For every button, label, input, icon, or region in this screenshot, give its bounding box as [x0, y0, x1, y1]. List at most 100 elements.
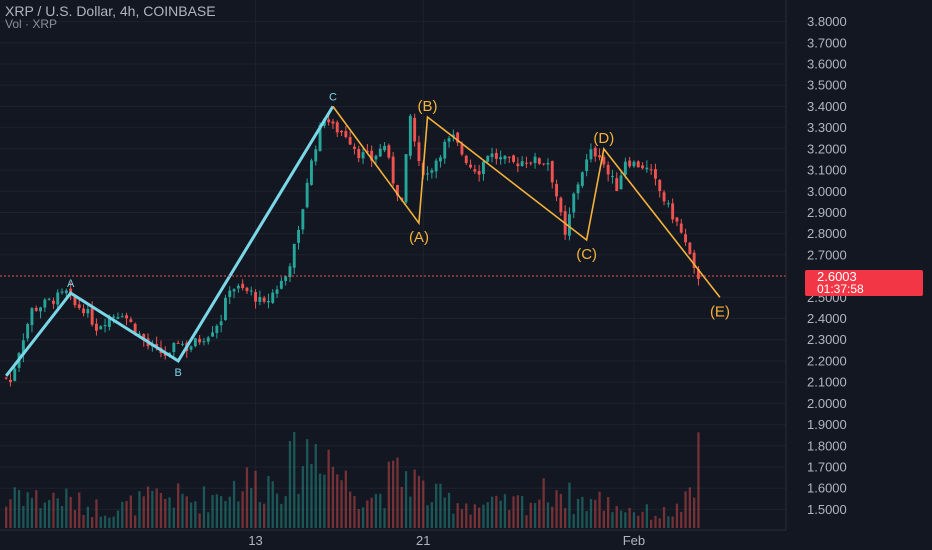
candle-body — [99, 326, 103, 330]
current-price-badge-bg — [805, 270, 923, 297]
price-tick-label: 1.5000 — [807, 502, 847, 517]
volume-bar — [56, 498, 59, 528]
volume-bar — [336, 474, 339, 528]
price-tick-label: 1.9000 — [807, 417, 847, 432]
volume-bar — [95, 499, 98, 528]
volume-bar — [185, 496, 188, 528]
volume-bar — [220, 496, 223, 528]
time-axis-panel[interactable] — [0, 530, 786, 550]
elliott-wave-labels: A B C (A) (B) (C) (D) (E) — [67, 91, 730, 379]
volume-bar — [508, 509, 511, 528]
price-tick-label: 3.5000 — [807, 78, 847, 93]
volume-bar — [26, 492, 29, 528]
candle-body — [4, 377, 8, 379]
price-tick-label: 3.0000 — [807, 184, 847, 199]
candle-body — [559, 197, 563, 213]
price-axis-panel[interactable] — [786, 0, 932, 530]
volume-bar — [30, 498, 34, 528]
volume-bar — [645, 504, 648, 528]
cyan-wave-label: C — [329, 91, 337, 103]
price-tick-label: 1.6000 — [807, 481, 847, 496]
volume-bar — [228, 496, 231, 528]
candle-body — [112, 316, 116, 318]
volume-bar — [349, 491, 352, 528]
candle-body — [249, 290, 253, 292]
volume-bar — [86, 506, 89, 528]
chart-title[interactable]: XRP / U.S. Dollar, 4h, COINBASE — [5, 3, 216, 19]
volume-bar — [271, 481, 274, 528]
candle-body — [39, 307, 42, 312]
candle-body — [593, 147, 597, 157]
candle-body — [550, 161, 554, 183]
volume-bar — [400, 486, 403, 528]
volume-bar — [546, 502, 550, 528]
candle-body — [529, 162, 533, 164]
volume-bar — [155, 488, 158, 528]
candle-body — [52, 300, 55, 304]
candle-body — [310, 160, 313, 185]
volume-bar — [39, 508, 42, 528]
candle-body — [340, 130, 343, 133]
volume-bar — [516, 495, 519, 528]
candle-body — [56, 292, 60, 305]
volume-bar — [404, 471, 408, 528]
candle-body — [568, 214, 571, 236]
candle-body — [477, 171, 481, 175]
candle-body — [267, 301, 270, 303]
price-tick-label: 3.8000 — [807, 14, 847, 29]
cyan-wave-label: A — [67, 278, 75, 290]
volume-bar — [443, 497, 446, 528]
candle-body — [189, 346, 193, 350]
candle-body — [417, 142, 421, 162]
candle-body — [666, 203, 670, 205]
candle-body — [193, 338, 197, 347]
candle-body — [387, 145, 391, 158]
candle-body — [318, 125, 322, 152]
candle-body — [473, 169, 477, 172]
candle-body — [580, 172, 584, 186]
candle-body — [254, 292, 257, 302]
candle-body — [525, 162, 528, 164]
volume-bar — [207, 512, 210, 528]
volume-bar — [323, 474, 326, 528]
candle-body — [512, 155, 515, 162]
candle-body — [503, 155, 507, 160]
candle-body — [404, 154, 408, 203]
volume-bar — [607, 497, 610, 528]
volume-bar — [521, 496, 524, 528]
volume-bar — [598, 491, 601, 528]
candle-body — [245, 287, 249, 292]
volume-bar — [632, 512, 636, 528]
volume-bar — [564, 508, 567, 528]
volume-bar — [142, 496, 145, 528]
volume-bar — [452, 513, 455, 528]
candle-body — [9, 379, 12, 383]
candle-body — [365, 150, 369, 153]
candle-body — [142, 334, 146, 341]
volume-indicator-label[interactable]: Vol · XRP — [5, 17, 58, 31]
volume-bar — [172, 507, 175, 528]
orange-wave-label: (C) — [576, 246, 597, 263]
volume-bar — [387, 461, 390, 528]
price-tick-label: 2.8000 — [807, 226, 847, 241]
volume-bars — [5, 432, 700, 528]
candle-body — [684, 234, 687, 243]
volume-bar — [125, 501, 128, 528]
candle-body — [645, 167, 649, 170]
volume-bar — [473, 504, 476, 528]
cyan-wave-label: B — [174, 367, 181, 379]
volume-bar — [340, 480, 343, 528]
volume-bar — [194, 501, 197, 528]
candle-body — [671, 203, 675, 220]
candle-body — [516, 163, 520, 167]
volume-bar — [465, 503, 468, 528]
volume-bar — [344, 470, 347, 528]
candle-body — [688, 242, 692, 255]
candle-body — [43, 299, 47, 308]
volume-bar — [650, 519, 653, 528]
volume-bar — [164, 498, 167, 528]
candle-body — [555, 183, 558, 197]
candle-body — [125, 315, 128, 319]
